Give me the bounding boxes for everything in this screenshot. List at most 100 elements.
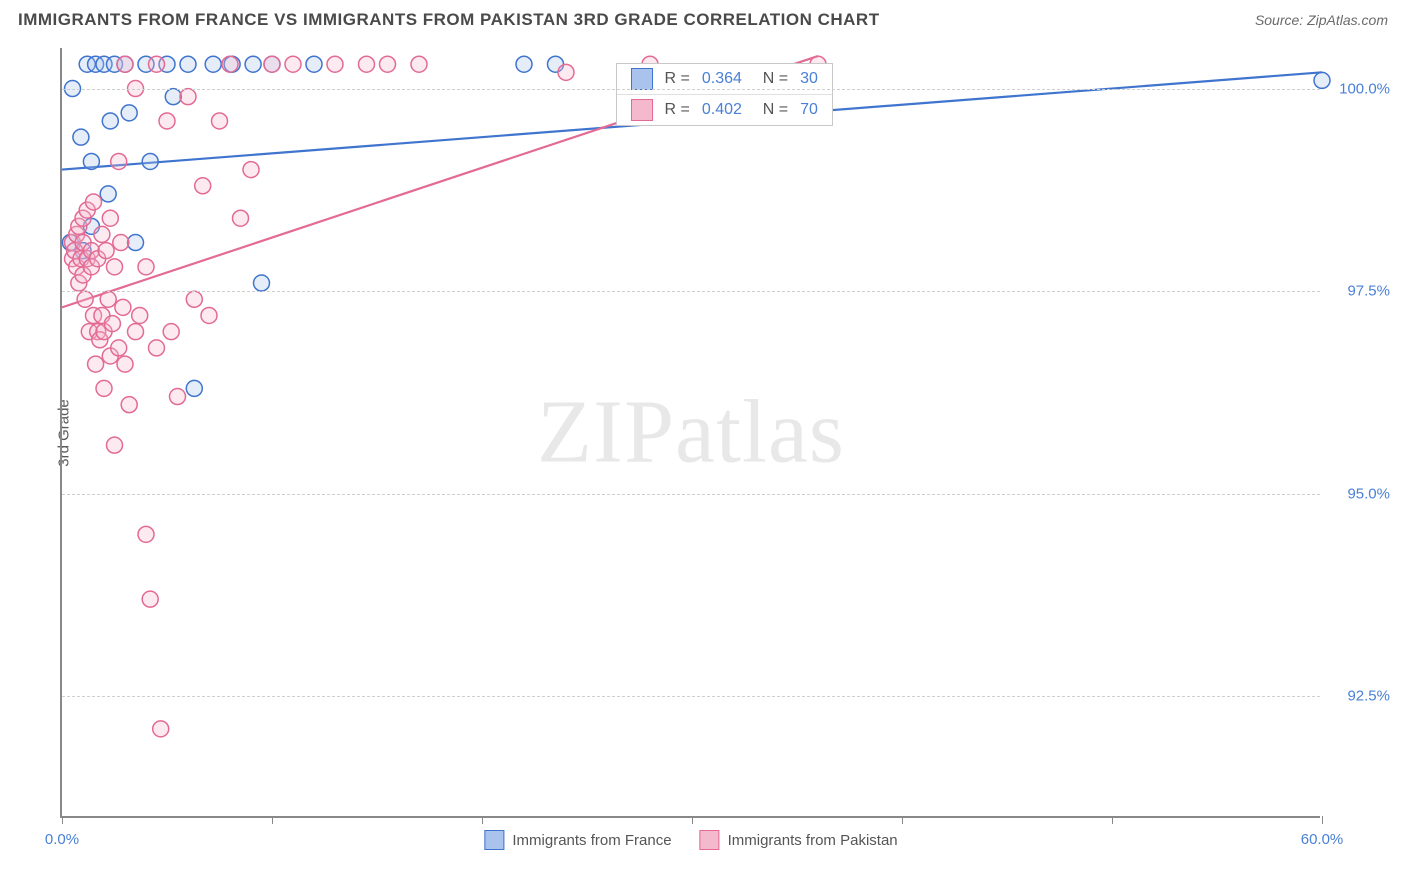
scatter-point bbox=[128, 235, 144, 251]
legend-item: Immigrants from France bbox=[484, 830, 671, 850]
scatter-point bbox=[159, 113, 175, 129]
scatter-point bbox=[233, 210, 249, 226]
legend-label: Immigrants from Pakistan bbox=[728, 832, 898, 849]
scatter-point bbox=[380, 56, 396, 72]
scatter-point bbox=[243, 162, 259, 178]
x-tick bbox=[62, 816, 63, 824]
scatter-point bbox=[96, 380, 112, 396]
scatter-point bbox=[411, 56, 427, 72]
scatter-point bbox=[100, 186, 116, 202]
scatter-point bbox=[117, 56, 133, 72]
inset-legend-row: R = 0.364 N = 30 bbox=[617, 64, 832, 95]
scatter-point bbox=[212, 113, 228, 129]
gridline bbox=[62, 494, 1320, 495]
stat-r-value: 0.364 bbox=[702, 70, 742, 88]
stat-n-label: N = bbox=[754, 70, 788, 88]
scatter-point bbox=[153, 721, 169, 737]
scatter-point bbox=[77, 291, 93, 307]
scatter-point bbox=[107, 259, 123, 275]
stat-r-value: 0.402 bbox=[702, 101, 742, 119]
x-tick bbox=[1112, 816, 1113, 824]
legend-swatch bbox=[484, 830, 504, 850]
scatter-point bbox=[180, 56, 196, 72]
scatter-point bbox=[121, 397, 137, 413]
scatter-point bbox=[102, 210, 118, 226]
scatter-point bbox=[195, 178, 211, 194]
scatter-points-layer bbox=[62, 48, 1320, 816]
scatter-point bbox=[222, 56, 238, 72]
source-credit: Source: ZipAtlas.com bbox=[1255, 12, 1388, 28]
legend-label: Immigrants from France bbox=[512, 832, 671, 849]
gridline bbox=[62, 696, 1320, 697]
scatter-point bbox=[327, 56, 343, 72]
source-name: ZipAtlas.com bbox=[1307, 12, 1388, 28]
scatter-point bbox=[115, 299, 131, 315]
plot-container: 3rd Grade ZIPatlas R = 0.364 N = 30R = 0… bbox=[50, 48, 1350, 818]
scatter-point bbox=[186, 380, 202, 396]
legend-item: Immigrants from Pakistan bbox=[700, 830, 898, 850]
y-tick-label: 92.5% bbox=[1330, 688, 1390, 705]
inset-legend-row: R = 0.402 N = 70 bbox=[617, 95, 832, 125]
scatter-point bbox=[285, 56, 301, 72]
scatter-point bbox=[558, 64, 574, 80]
scatter-point bbox=[132, 307, 148, 323]
scatter-point bbox=[1314, 72, 1330, 88]
x-tick-label: 60.0% bbox=[1301, 831, 1344, 848]
x-tick bbox=[482, 816, 483, 824]
stat-n-value: 70 bbox=[800, 101, 818, 119]
scatter-point bbox=[107, 437, 123, 453]
scatter-point bbox=[170, 389, 186, 405]
scatter-point bbox=[163, 324, 179, 340]
stat-r-label: R = bbox=[665, 101, 690, 119]
bottom-legend: Immigrants from France Immigrants from Pa… bbox=[484, 830, 897, 850]
x-tick bbox=[1322, 816, 1323, 824]
y-tick-label: 100.0% bbox=[1330, 80, 1390, 97]
x-tick-label: 0.0% bbox=[45, 831, 79, 848]
scatter-point bbox=[149, 56, 165, 72]
scatter-point bbox=[205, 56, 221, 72]
scatter-point bbox=[201, 307, 217, 323]
scatter-point bbox=[98, 243, 114, 259]
scatter-point bbox=[117, 356, 133, 372]
scatter-point bbox=[165, 89, 181, 105]
scatter-point bbox=[142, 153, 158, 169]
inset-legend: R = 0.364 N = 30R = 0.402 N = 70 bbox=[616, 63, 833, 126]
scatter-point bbox=[264, 56, 280, 72]
scatter-point bbox=[254, 275, 270, 291]
scatter-point bbox=[359, 56, 375, 72]
plot-area: ZIPatlas R = 0.364 N = 30R = 0.402 N = 7… bbox=[60, 48, 1320, 818]
scatter-point bbox=[113, 235, 129, 251]
scatter-point bbox=[149, 340, 165, 356]
stat-n-label: N = bbox=[754, 101, 788, 119]
chart-title: IMMIGRANTS FROM FRANCE VS IMMIGRANTS FRO… bbox=[18, 10, 880, 30]
scatter-point bbox=[88, 356, 104, 372]
gridline bbox=[62, 291, 1320, 292]
scatter-point bbox=[138, 259, 154, 275]
x-tick bbox=[272, 816, 273, 824]
scatter-point bbox=[111, 340, 127, 356]
gridline bbox=[62, 89, 1320, 90]
y-tick-label: 97.5% bbox=[1330, 283, 1390, 300]
legend-swatch bbox=[700, 830, 720, 850]
x-tick bbox=[692, 816, 693, 824]
scatter-point bbox=[102, 113, 118, 129]
scatter-point bbox=[111, 153, 127, 169]
stat-n-value: 30 bbox=[800, 70, 818, 88]
scatter-point bbox=[186, 291, 202, 307]
scatter-point bbox=[128, 324, 144, 340]
scatter-point bbox=[94, 226, 110, 242]
scatter-point bbox=[516, 56, 532, 72]
scatter-point bbox=[83, 153, 99, 169]
scatter-point bbox=[180, 89, 196, 105]
scatter-point bbox=[100, 291, 116, 307]
x-tick bbox=[902, 816, 903, 824]
scatter-point bbox=[73, 129, 89, 145]
stat-r-label: R = bbox=[665, 70, 690, 88]
scatter-point bbox=[138, 526, 154, 542]
legend-swatch bbox=[631, 99, 653, 121]
scatter-point bbox=[121, 105, 137, 121]
scatter-point bbox=[142, 591, 158, 607]
scatter-point bbox=[306, 56, 322, 72]
legend-swatch bbox=[631, 68, 653, 90]
scatter-point bbox=[245, 56, 261, 72]
